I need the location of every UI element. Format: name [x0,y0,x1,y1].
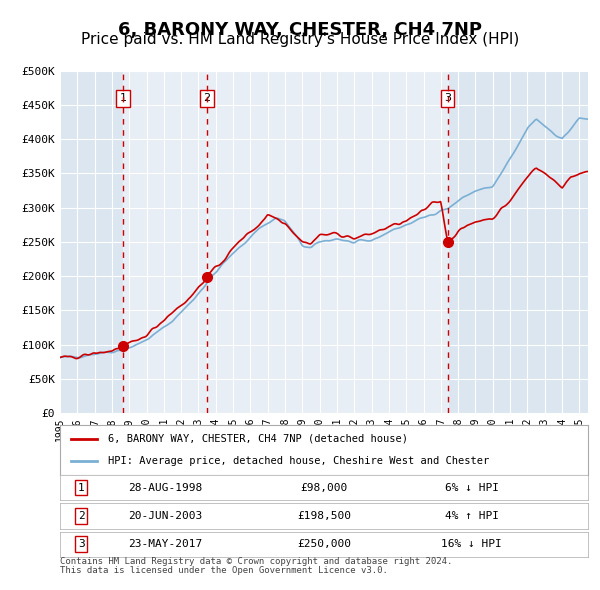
Text: 2: 2 [78,511,85,521]
Text: 1: 1 [119,93,127,103]
Text: Price paid vs. HM Land Registry's House Price Index (HPI): Price paid vs. HM Land Registry's House … [81,32,519,47]
Text: 6, BARONY WAY, CHESTER, CH4 7NP: 6, BARONY WAY, CHESTER, CH4 7NP [118,21,482,39]
Text: 23-MAY-2017: 23-MAY-2017 [128,539,203,549]
Text: 16% ↓ HPI: 16% ↓ HPI [442,539,502,549]
Text: 6, BARONY WAY, CHESTER, CH4 7NP (detached house): 6, BARONY WAY, CHESTER, CH4 7NP (detache… [107,434,407,444]
Text: 3: 3 [78,539,85,549]
Text: 2: 2 [203,93,210,103]
Text: £98,000: £98,000 [301,483,347,493]
Bar [206,71,448,413]
Text: £250,000: £250,000 [297,539,351,549]
Text: HPI: Average price, detached house, Cheshire West and Chester: HPI: Average price, detached house, Ches… [107,456,489,466]
Text: 6% ↓ HPI: 6% ↓ HPI [445,483,499,493]
Text: 28-AUG-1998: 28-AUG-1998 [128,483,203,493]
Text: This data is licensed under the Open Government Licence v3.0.: This data is licensed under the Open Gov… [60,566,388,575]
Text: 4% ↑ HPI: 4% ↑ HPI [445,511,499,521]
Bar [123,71,206,413]
Text: Contains HM Land Registry data © Crown copyright and database right 2024.: Contains HM Land Registry data © Crown c… [60,558,452,566]
Text: 20-JUN-2003: 20-JUN-2003 [128,511,203,521]
Text: £198,500: £198,500 [297,511,351,521]
Text: 3: 3 [444,93,451,103]
Text: 1: 1 [78,483,85,493]
